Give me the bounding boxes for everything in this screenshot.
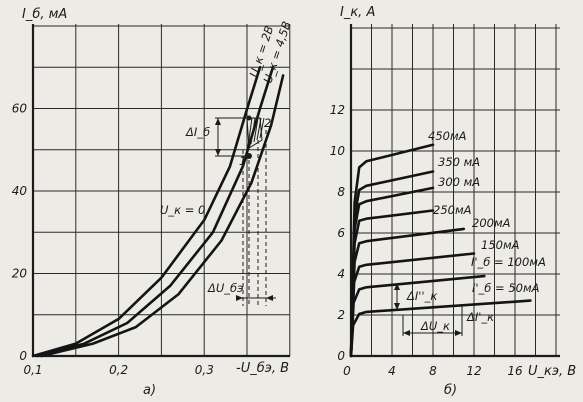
y-tick-label-b: 12 <box>330 103 345 117</box>
panel-label-b: б) <box>444 383 457 398</box>
series-label-a-1: U_к = 0 <box>160 203 205 217</box>
curves-b <box>349 143 532 358</box>
hatch-line <box>247 117 253 147</box>
series-label-b-6: 150мА <box>481 238 520 252</box>
y-tick-label-a: 0 <box>19 349 27 363</box>
arrowhead <box>394 303 400 310</box>
curves-a <box>31 66 285 358</box>
arrowhead <box>455 330 462 336</box>
delta-ik2-label: ΔI''_к <box>406 289 437 303</box>
x-tick-label-b: 4 <box>388 364 396 378</box>
arrowhead <box>215 149 221 156</box>
delta-ube-label: ΔU_бэ <box>207 281 243 295</box>
y-axis-title-b: I_к, А <box>340 5 375 20</box>
grid-b <box>351 24 560 356</box>
panel-label-a: а) <box>143 383 156 398</box>
operating-point-2 <box>246 115 252 121</box>
y-axis-title-a: I_б, мА <box>22 7 67 22</box>
y-tick-label-b: 6 <box>337 226 345 240</box>
series-line-a-3 <box>40 74 285 358</box>
x-tick-label-a: 0,1 <box>23 363 42 377</box>
hatch-line <box>259 117 265 139</box>
hatch-line <box>250 117 256 145</box>
y-tick-label-a: 20 <box>12 267 28 281</box>
ticks-a: 0,1 0,2 0,3 0 20 40 60 <box>12 102 214 378</box>
series-line-a-1 <box>31 66 262 358</box>
delta-ib-label: ΔI_б <box>185 125 210 139</box>
point-label-2: 2 <box>264 116 271 130</box>
ticks-b: 0 4 8 12 16 0 2 4 6 8 10 12 <box>330 103 523 378</box>
x-axis-title-a: -U_бэ, В <box>236 361 289 376</box>
delta-uk-label: ΔU_к <box>420 319 450 333</box>
series-label-b-3: 300 мА <box>438 175 480 189</box>
series-label-b-5: 200мА <box>472 216 511 230</box>
x-tick-label-b: 0 <box>343 364 351 378</box>
arrowhead <box>215 118 221 125</box>
arrowhead <box>403 330 410 336</box>
series-label-b-7: I'_б = 100мА <box>471 255 546 269</box>
arrowhead <box>266 295 273 301</box>
panel-b: 0 4 8 12 16 0 2 4 6 8 10 12 450мА 350 мА 300 мА 250мА2… <box>330 5 577 398</box>
y-tick-label-b: 10 <box>330 144 346 158</box>
x-tick-label-b: 16 <box>507 364 523 378</box>
y-tick-label-a: 60 <box>12 102 28 116</box>
series-label-b-1: 450мА <box>428 129 467 143</box>
operating-point-1 <box>246 153 252 159</box>
series-line-b-8 <box>349 299 532 358</box>
x-axis-title-b: U_кэ, В <box>528 364 576 379</box>
y-tick-label-a: 40 <box>12 184 28 198</box>
arrowhead <box>236 295 243 301</box>
y-tick-label-b: 2 <box>337 308 345 322</box>
x-tick-label-a: 0,2 <box>109 363 128 377</box>
arrowhead <box>394 283 400 290</box>
y-tick-label-b: 0 <box>337 349 345 363</box>
series-label-b-4: 250мА <box>433 203 472 217</box>
hatch-line <box>253 117 259 143</box>
series-label-b-8: I'_б = 50мА <box>472 281 540 295</box>
hatch-line <box>256 117 262 141</box>
delta-ik1-label: ΔI'_к <box>466 310 494 324</box>
x-tick-label-b: 8 <box>429 364 437 378</box>
series-line-b-7 <box>349 274 486 358</box>
y-tick-label-b: 4 <box>337 267 345 281</box>
series-label-b-2: 350 мА <box>438 155 480 169</box>
x-tick-label-a: 0,3 <box>195 363 214 377</box>
hatched-area <box>246 117 263 149</box>
y-tick-label-b: 8 <box>337 185 345 199</box>
x-tick-label-b: 12 <box>466 364 481 378</box>
